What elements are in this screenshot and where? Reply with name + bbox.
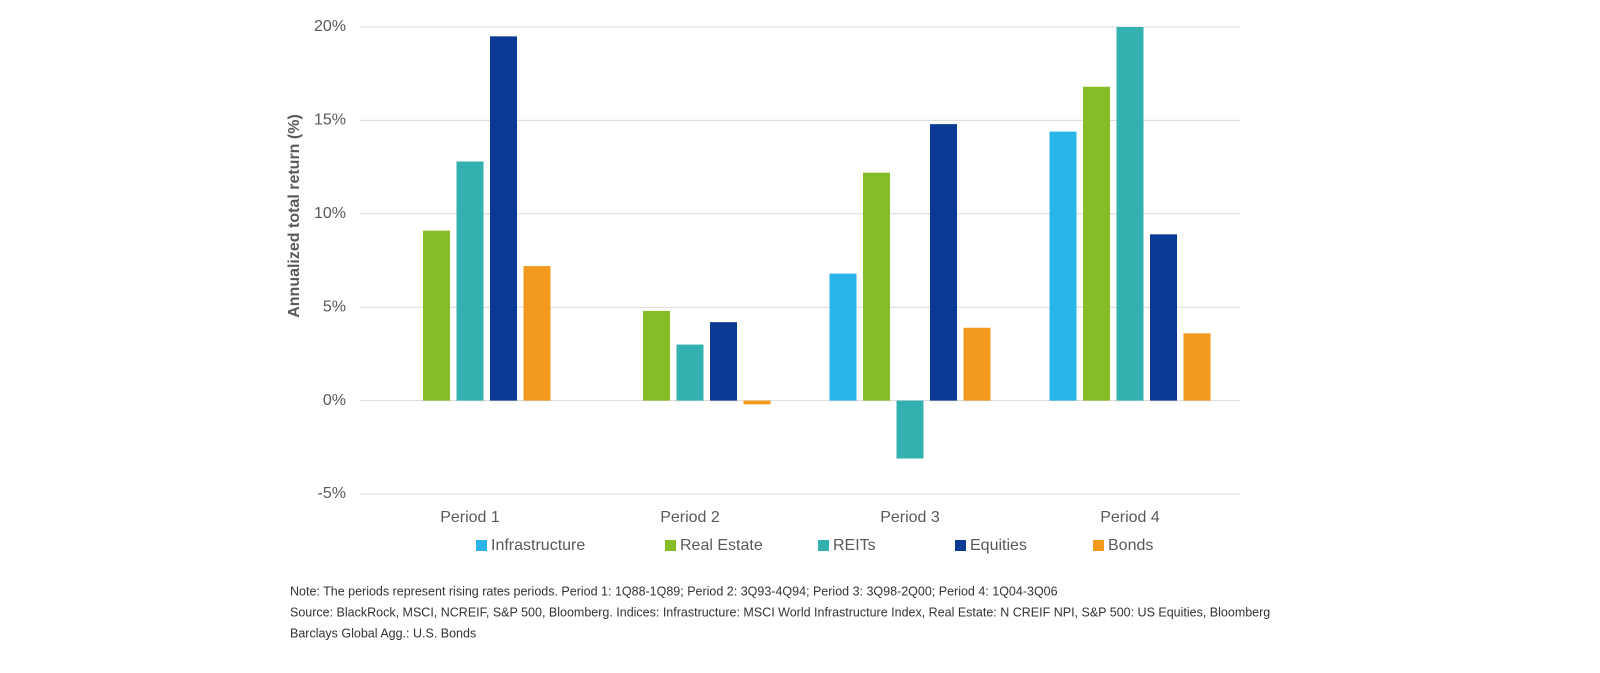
bar — [963, 327, 991, 401]
legend-label: Real Estate — [680, 537, 763, 554]
bar — [710, 322, 737, 401]
bar — [423, 230, 450, 401]
y-tick-label: 5% — [323, 298, 346, 315]
bar — [1049, 131, 1077, 401]
bar — [930, 124, 957, 401]
bar — [643, 310, 670, 401]
x-tick-label: Period 2 — [660, 509, 720, 526]
bar — [1183, 333, 1211, 401]
bar — [863, 172, 890, 401]
legend-swatch — [955, 540, 966, 551]
legend-swatch — [1093, 540, 1104, 551]
bar — [896, 400, 924, 459]
legend-label: Bonds — [1108, 537, 1153, 554]
note: Barclays Global Agg.: U.S. Bonds — [290, 626, 476, 640]
legend-swatch — [818, 540, 829, 551]
y-tick-label: -5% — [318, 485, 346, 502]
x-tick-label: Period 3 — [880, 509, 940, 526]
bar — [676, 344, 704, 401]
x-tick-label: Period 1 — [440, 509, 500, 526]
bar — [1116, 27, 1144, 401]
y-tick-label: 15% — [314, 112, 346, 129]
note: Source: BlackRock, MSCI, NCREIF, S&P 500… — [290, 605, 1270, 619]
y-tick-label: 20% — [314, 18, 346, 35]
bar — [490, 36, 517, 401]
x-tick-label: Period 4 — [1100, 509, 1160, 526]
y-tick-label: 0% — [323, 392, 346, 409]
legend-label: Equities — [970, 537, 1027, 554]
legend-label: REITs — [833, 537, 876, 554]
legend-swatch — [665, 540, 676, 551]
note: Note: The periods represent rising rates… — [290, 584, 1058, 598]
bar — [829, 273, 857, 401]
y-tick-label: 10% — [314, 205, 346, 222]
legend-label: Infrastructure — [491, 537, 585, 554]
bar — [743, 400, 771, 405]
legend-swatch — [476, 540, 487, 551]
y-axis-label: Annualized total return (%) — [286, 114, 303, 318]
bar — [456, 161, 484, 401]
bar — [1083, 86, 1110, 401]
bar — [1150, 234, 1177, 401]
bar — [523, 266, 551, 401]
